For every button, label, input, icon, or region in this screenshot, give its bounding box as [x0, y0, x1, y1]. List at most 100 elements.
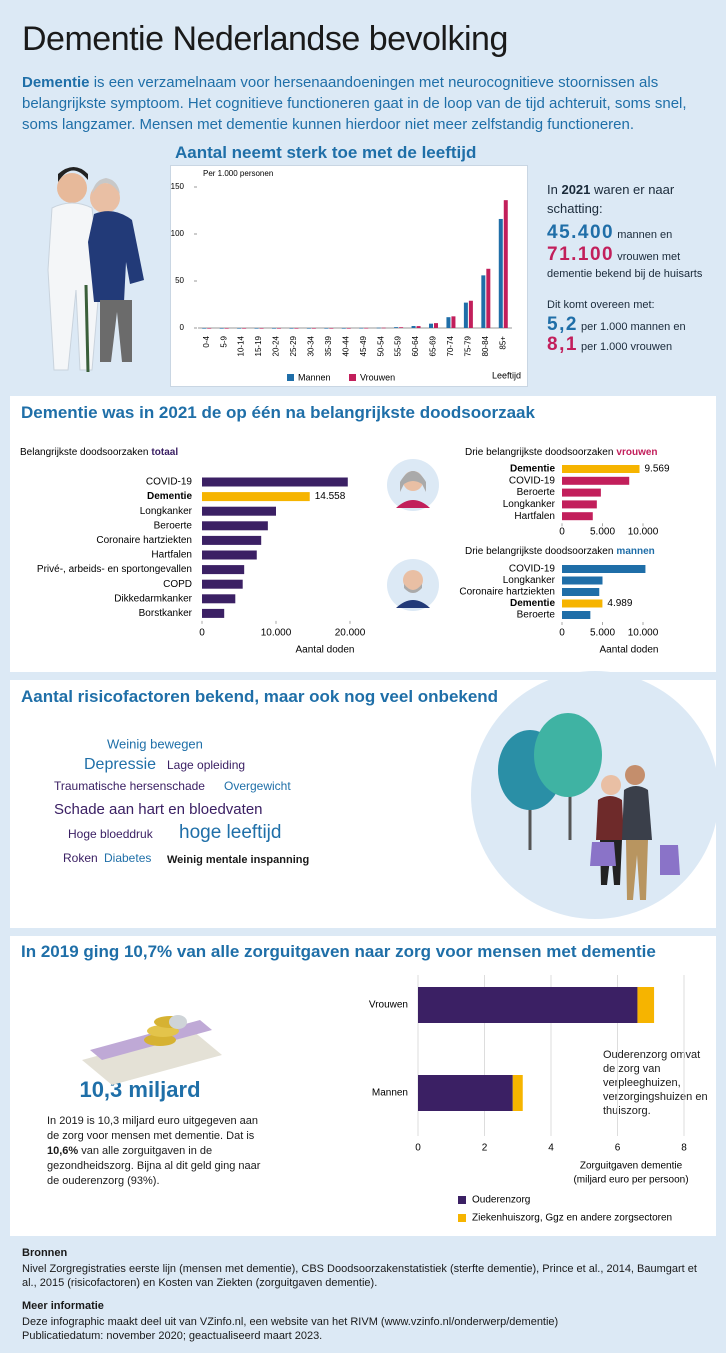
- cost-text-part: In 2019 is 10,3 miljard euro uitgegeven …: [47, 1115, 258, 1142]
- value-label: 14.558: [315, 491, 346, 502]
- head: [601, 775, 621, 795]
- category-label: COVID-19: [509, 564, 556, 575]
- bar: [463, 302, 468, 328]
- x-tick-label: 75-79: [463, 335, 472, 356]
- x-tick-label: 5.000: [590, 527, 615, 538]
- annotation: Ouderenzorg omvat de zorg van verpleeghu…: [603, 1049, 708, 1117]
- footer-heading: Meer informatie: [22, 1300, 104, 1312]
- x-tick-label: 6: [615, 1143, 621, 1154]
- x-tick-label: 70-74: [446, 335, 455, 356]
- bar: [411, 326, 416, 328]
- bar: [562, 488, 601, 497]
- subtitle-text: Drie belangrijkste doodsoorzaken: [465, 546, 613, 557]
- fact-number: 45.400: [547, 222, 615, 243]
- page-title: Dementie Nederlandse bevolking: [22, 20, 508, 58]
- bar: [202, 608, 225, 618]
- bar-segment: [512, 1075, 523, 1111]
- x-tick-label: 10-14: [237, 335, 246, 356]
- fact-row: 8,1 per 1.000 vrouwen: [547, 334, 719, 356]
- fact-row: 5,2 per 1.000 mannen en: [547, 315, 719, 336]
- category-label: Longkanker: [503, 575, 556, 586]
- x-tick-label: 0: [415, 1143, 421, 1154]
- x-tick-label: 10.000: [628, 628, 659, 639]
- category-label: Beroerte: [154, 520, 193, 531]
- bar: [562, 588, 600, 596]
- bar: [376, 327, 381, 329]
- intro-term: Dementie: [22, 74, 90, 91]
- bar: [486, 268, 491, 328]
- category-label: Beroerte: [517, 610, 556, 621]
- x-tick-label: 25-29: [289, 335, 298, 356]
- subtitle-em: vrouwen: [616, 447, 657, 458]
- bag: [660, 845, 680, 875]
- x-tick-label: 85+: [498, 336, 507, 350]
- body: [396, 600, 430, 608]
- value-label: 9.569: [645, 464, 670, 475]
- category-label: COPD: [163, 579, 192, 590]
- x-tick-label: 65-69: [429, 335, 438, 356]
- fact-number: 8,1: [547, 334, 578, 355]
- bar: [202, 550, 257, 560]
- bar: [429, 323, 433, 328]
- fact-text: mannen en: [617, 229, 673, 241]
- legs: [626, 840, 648, 900]
- avatar-man: [387, 559, 439, 611]
- x-axis-title: Leeftijd: [492, 370, 521, 380]
- fact-number: 71.100: [547, 244, 615, 265]
- footer-text: Nivel Zorgregistraties eerste lijn (mens…: [22, 1263, 697, 1289]
- legend-label: Ziekenhuiszorg, Ggz en andere zorgsector…: [472, 1213, 672, 1224]
- category-label: Longkanker: [140, 506, 193, 517]
- bar: [202, 535, 262, 545]
- bar: [562, 500, 597, 509]
- bar: [272, 328, 276, 329]
- x-tick-label: 8: [681, 1143, 687, 1154]
- x-tick-label: 15-19: [254, 335, 263, 356]
- x-axis-title: Aantal doden: [600, 645, 659, 656]
- bar: [562, 512, 593, 521]
- bar: [202, 492, 310, 502]
- y-axis-title: Per 1.000 personen: [203, 169, 273, 178]
- bar: [259, 328, 264, 329]
- x-axis-title: Zorguitgaven dementie: [580, 1161, 683, 1172]
- facts: In 2021 waren er naar schatting: 45.400 …: [547, 180, 719, 356]
- illustration-park: [471, 671, 719, 919]
- category-label: Dementie: [510, 464, 555, 475]
- illustration-money: [82, 1015, 222, 1085]
- hair: [58, 167, 88, 182]
- value-label: 4.989: [607, 598, 632, 609]
- risk-factor: Weinig mentale inspanning: [167, 854, 309, 866]
- bar: [306, 328, 311, 329]
- bar: [311, 328, 316, 329]
- bar: [468, 300, 473, 328]
- category-label: Dikkedarmkanker: [114, 593, 192, 604]
- y-tick-label: 0: [180, 323, 185, 332]
- category-label: Beroerte: [517, 487, 556, 498]
- bar: [562, 599, 603, 608]
- bar: [451, 316, 456, 328]
- x-tick-label: 5-9: [219, 335, 228, 347]
- bar: [237, 328, 242, 329]
- chart-subtitle: Belangrijkste doodsoorzaken totaal: [20, 447, 178, 458]
- x-tick-label: 0-4: [202, 335, 211, 347]
- x-tick-label: 2: [482, 1143, 488, 1154]
- bar: [416, 326, 421, 328]
- cane: [84, 284, 90, 373]
- subtitle-text: Belangrijkste doodsoorzaken: [20, 447, 148, 458]
- legend-swatch: [349, 374, 356, 381]
- category-label: Mannen: [372, 1088, 408, 1099]
- coat: [596, 796, 624, 840]
- x-tick-label: 80-84: [481, 335, 490, 356]
- x-tick-label: 4: [548, 1143, 554, 1154]
- risk-factor: Schade aan hart en bloedvaten: [54, 801, 263, 818]
- head: [403, 570, 423, 590]
- panel: [10, 936, 716, 1236]
- risk-factor: Diabetes: [104, 851, 151, 865]
- category-label: COVID-19: [509, 475, 556, 486]
- banknote: [82, 1030, 222, 1085]
- footer-text: Deze infographic maakt deel uit van VZin…: [22, 1316, 559, 1328]
- coin: [144, 1034, 176, 1046]
- cost-text-em: 10,6%: [47, 1145, 79, 1157]
- bag: [590, 842, 616, 866]
